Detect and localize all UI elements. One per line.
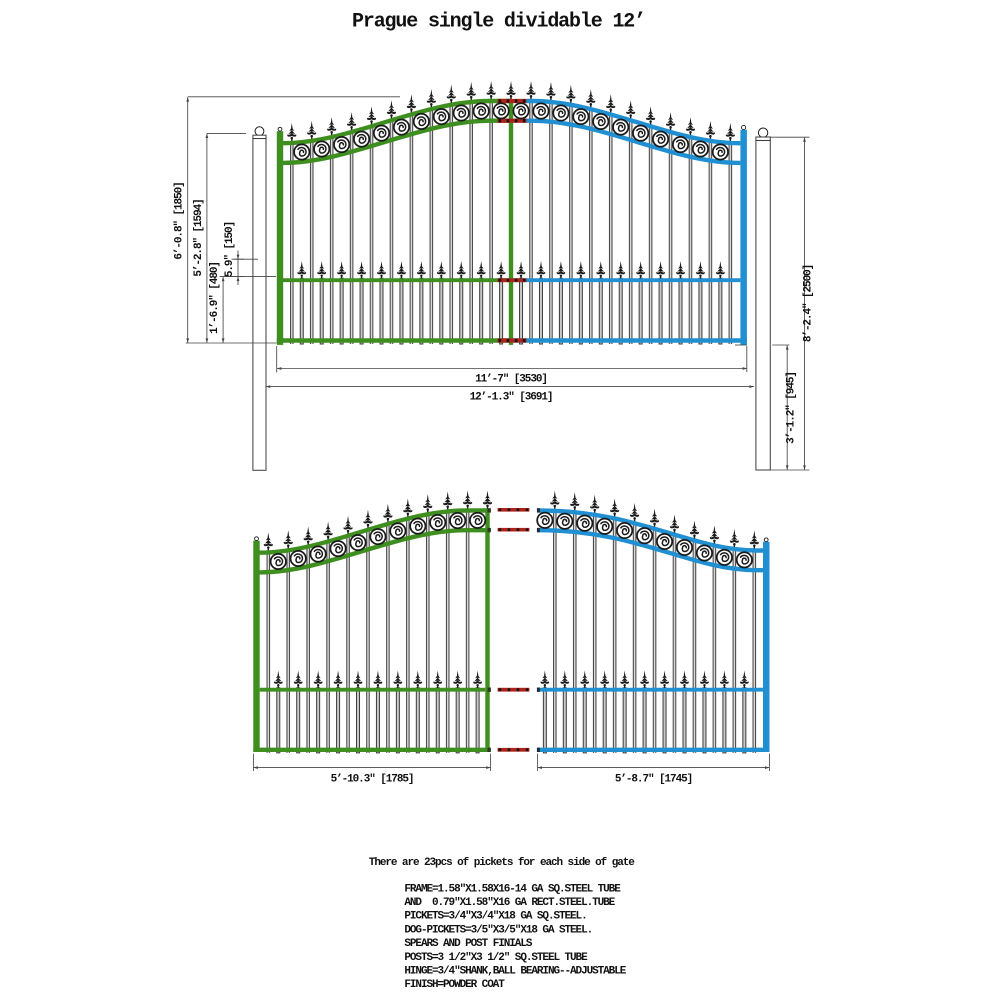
svg-text:PICKETS=3/4"X3/4"X18 GA SQ.STE: PICKETS=3/4"X3/4"X18 GA SQ.STEEL. <box>404 911 586 923</box>
svg-text:HINGE=3/4"SHANK,BALL BEARING--: HINGE=3/4"SHANK,BALL BEARING--ADJUSTABLE <box>404 966 626 978</box>
svg-text:AND 0.79"X1.58"X16 GA RECT.ST: AND 0.79"X1.58"X16 GA RECT.STEEL.TUBE <box>404 897 615 909</box>
svg-text:Prague single dividable 12’: Prague single dividable 12’ <box>352 11 645 34</box>
svg-text:SPEARS AND POST FINIALS: SPEARS AND POST FINIALS <box>404 938 532 950</box>
svg-text:DOG-PICKETS=3/5"X3/5"X18 GA ST: DOG-PICKETS=3/5"X3/5"X18 GA STEEL. <box>404 924 592 936</box>
svg-text:POSTS=3 1/2"X3 1/2" SQ.STEEL T: POSTS=3 1/2"X3 1/2" SQ.STEEL TUBE <box>404 952 588 964</box>
svg-text:FRAME=1.58"X1.58X16-14 GA SQ.S: FRAME=1.58"X1.58X16-14 GA SQ.STEEL TUBE <box>404 883 621 895</box>
svg-text:6’-0.8" [1850]: 6’-0.8" [1850] <box>174 182 186 259</box>
svg-text:3’-1.2" [945]: 3’-1.2" [945] <box>785 372 797 444</box>
svg-text:5.9" [150]: 5.9" [150] <box>224 222 236 277</box>
svg-text:11’-7" [3530]: 11’-7" [3530] <box>475 373 547 385</box>
svg-text:12’-1.3" [3691]: 12’-1.3" [3691] <box>470 392 553 404</box>
svg-text:5’-8.7" [1745]: 5’-8.7" [1745] <box>615 774 692 786</box>
svg-text:1’-6.9" [480]: 1’-6.9" [480] <box>209 262 221 334</box>
svg-text:FINISH=POWDER COAT: FINISH=POWDER COAT <box>404 979 505 991</box>
svg-text:5’-10.3" [1785]: 5’-10.3" [1785] <box>331 774 414 786</box>
svg-text:8’-2.4" [2500]: 8’-2.4" [2500] <box>803 265 815 342</box>
svg-text:5’-2.8" [1594]: 5’-2.8" [1594] <box>193 199 205 276</box>
svg-text:There are 23pcs of pickets for: There are 23pcs of pickets for each side… <box>369 857 635 869</box>
